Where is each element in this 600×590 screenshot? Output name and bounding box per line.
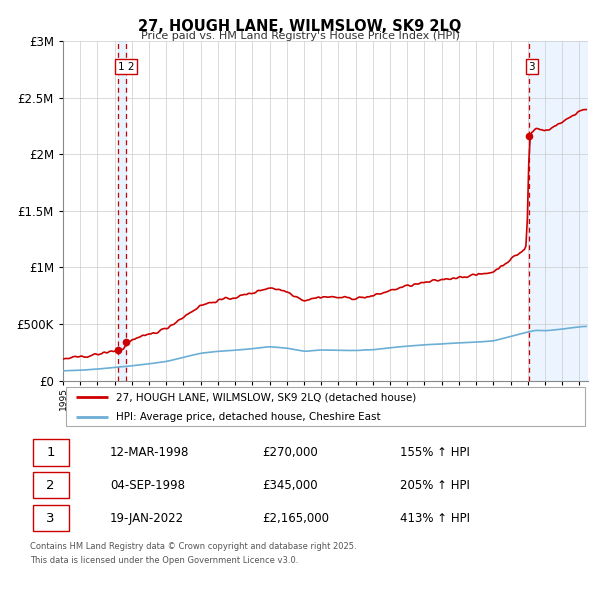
Text: 155% ↑ HPI: 155% ↑ HPI: [400, 446, 470, 459]
Text: 3: 3: [46, 512, 55, 525]
Text: 27, HOUGH LANE, WILMSLOW, SK9 2LQ: 27, HOUGH LANE, WILMSLOW, SK9 2LQ: [139, 19, 461, 34]
Text: 04-SEP-1998: 04-SEP-1998: [110, 478, 185, 492]
FancyBboxPatch shape: [33, 440, 68, 466]
Text: HPI: Average price, detached house, Cheshire East: HPI: Average price, detached house, Ches…: [115, 412, 380, 422]
Text: 205% ↑ HPI: 205% ↑ HPI: [400, 478, 470, 492]
Text: This data is licensed under the Open Government Licence v3.0.: This data is licensed under the Open Gov…: [30, 556, 298, 565]
FancyBboxPatch shape: [33, 472, 68, 499]
Text: 27, HOUGH LANE, WILMSLOW, SK9 2LQ (detached house): 27, HOUGH LANE, WILMSLOW, SK9 2LQ (detac…: [115, 392, 416, 402]
FancyBboxPatch shape: [33, 505, 68, 531]
Text: Price paid vs. HM Land Registry's House Price Index (HPI): Price paid vs. HM Land Registry's House …: [140, 31, 460, 41]
Bar: [529, 41, 588, 381]
Text: 19-JAN-2022: 19-JAN-2022: [110, 512, 184, 525]
Text: 1: 1: [46, 446, 55, 459]
Text: 2: 2: [46, 478, 55, 492]
Bar: [118, 41, 126, 381]
Text: £2,165,000: £2,165,000: [262, 512, 329, 525]
Text: £270,000: £270,000: [262, 446, 317, 459]
Text: 413% ↑ HPI: 413% ↑ HPI: [400, 512, 470, 525]
FancyBboxPatch shape: [65, 387, 586, 426]
Text: 1 2: 1 2: [118, 61, 134, 71]
Text: 12-MAR-1998: 12-MAR-1998: [110, 446, 190, 459]
Text: 3: 3: [529, 61, 535, 71]
Text: £345,000: £345,000: [262, 478, 317, 492]
Text: Contains HM Land Registry data © Crown copyright and database right 2025.: Contains HM Land Registry data © Crown c…: [30, 542, 356, 550]
